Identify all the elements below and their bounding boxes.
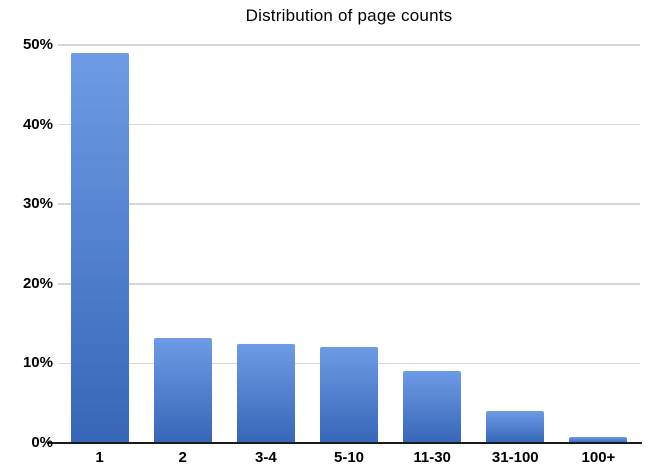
x-axis-tick-label: 1 [95, 449, 104, 466]
bar-2 [153, 337, 212, 443]
bar-11-30 [403, 371, 462, 443]
bar-100+ [569, 436, 628, 443]
bar-3-4 [236, 344, 295, 443]
gridline [58, 283, 640, 285]
x-axis-line [47, 441, 642, 444]
bar-31-100 [486, 411, 545, 443]
gridline [58, 203, 640, 205]
x-axis-tick-label: 31-100 [491, 449, 539, 466]
y-axis-tick-label: 0% [31, 434, 53, 451]
x-axis-tick-label: 100+ [581, 449, 616, 466]
bar-1 [70, 52, 129, 443]
gridline [58, 44, 640, 46]
bar-5-10 [320, 347, 378, 443]
x-axis-tick-label: 3-4 [255, 449, 277, 466]
gridline [58, 123, 640, 126]
x-axis-tick-label: 2 [178, 449, 187, 466]
y-axis-tick-label: 10% [22, 354, 53, 372]
y-axis-tick-label: 50% [22, 36, 53, 53]
x-axis-tick-label: 5-10 [333, 449, 365, 466]
chart-title: Distribution of page counts [245, 6, 453, 25]
y-axis-tick-label: 30% [22, 195, 53, 213]
x-axis-tick-label: 11-30 [413, 449, 451, 466]
y-axis-tick-label: 20% [22, 274, 53, 292]
y-axis-tick-label: 40% [22, 115, 53, 133]
